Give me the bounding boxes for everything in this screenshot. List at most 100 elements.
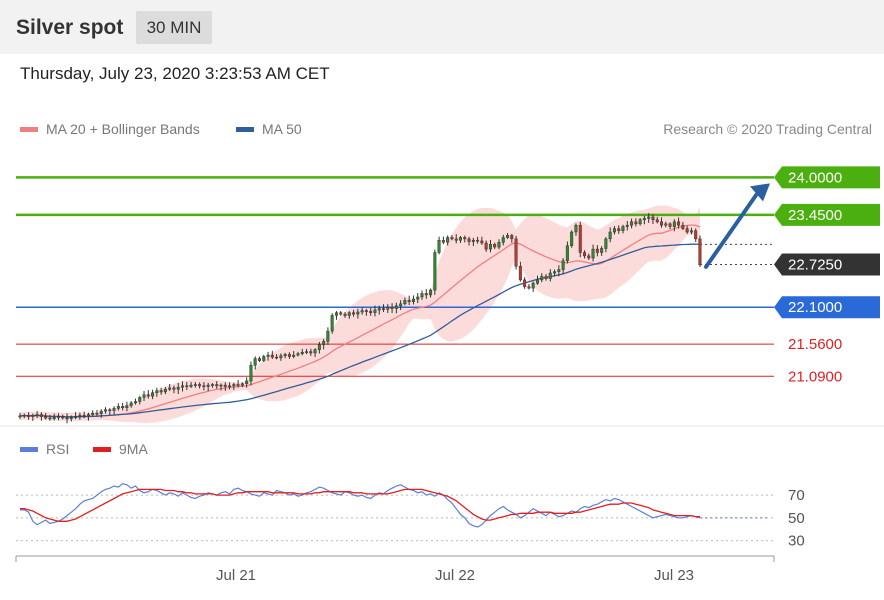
interval-badge[interactable]: 30 MIN <box>136 11 212 44</box>
candle-body <box>56 416 60 418</box>
candle-body <box>612 228 616 233</box>
candle-body <box>595 248 599 253</box>
candle-body <box>163 388 167 393</box>
candle-body <box>625 224 629 227</box>
candle-body <box>621 226 625 231</box>
candle-body <box>159 390 163 393</box>
candle-body <box>685 228 689 233</box>
ma20-swatch <box>20 126 38 132</box>
candle-body <box>630 221 634 226</box>
candle-body <box>497 242 501 248</box>
candle-body <box>488 244 492 250</box>
candle-body <box>544 276 548 279</box>
candle-body <box>574 224 578 233</box>
candle-body <box>531 283 535 289</box>
price-levels <box>16 176 774 377</box>
candle-body <box>617 228 621 231</box>
candle-body <box>677 221 681 226</box>
forecast-arrow <box>704 183 770 269</box>
legend-item-ma50: MA 50 <box>236 121 302 137</box>
candle-body <box>193 384 197 386</box>
candle-body <box>553 271 557 274</box>
candle-body <box>352 312 356 315</box>
candle-body <box>493 244 497 248</box>
candle-body <box>634 221 638 225</box>
candle-body <box>429 289 433 296</box>
candle-body <box>317 344 321 350</box>
candle-body <box>407 300 411 303</box>
legend-item-ma20: MA 20 + Bollinger Bands <box>20 121 200 137</box>
candle-body <box>330 315 334 332</box>
candle-body <box>296 353 300 356</box>
level-label-22.7250: 22.7250 <box>788 256 842 273</box>
legend-item-9ma: 9MA <box>93 441 148 457</box>
candle-body <box>116 406 120 409</box>
candle-body <box>394 305 398 309</box>
candle-body <box>48 417 52 420</box>
candle-body <box>249 365 253 382</box>
candle-body <box>386 306 390 310</box>
candle-body <box>518 265 522 281</box>
candle-body <box>309 351 313 354</box>
rsi-panel: 70 50 30 <box>16 483 805 550</box>
candle-body <box>570 231 574 246</box>
level-label-21.5600: 21.5600 <box>788 336 842 353</box>
candle-body <box>424 293 428 296</box>
candle-body <box>664 223 668 226</box>
candle-body <box>125 405 129 408</box>
candle-body <box>681 224 685 229</box>
candle-body <box>95 412 99 415</box>
candle-body <box>39 414 43 417</box>
candle-body <box>202 385 206 388</box>
candle-body <box>142 394 146 398</box>
candle-body <box>22 414 26 417</box>
candle-body <box>441 239 445 243</box>
candle-body <box>535 279 539 284</box>
candle-body <box>240 383 244 386</box>
candle-body <box>228 385 232 388</box>
candle-body <box>99 410 103 415</box>
candle-body <box>151 392 155 397</box>
candle-body <box>377 308 381 311</box>
legend-label-9ma: 9MA <box>119 441 148 457</box>
candle-body <box>262 356 266 361</box>
candle-body <box>138 397 142 402</box>
chart-header: Silver spot 30 MIN <box>0 0 884 54</box>
rsi-swatch <box>20 446 38 452</box>
candle-body <box>651 216 655 220</box>
rsi-tick-30: 30 <box>788 533 805 550</box>
candle-body <box>514 238 518 267</box>
candle-body <box>253 358 257 366</box>
candle-body <box>608 231 612 240</box>
candle-body <box>698 238 702 266</box>
candle-body <box>189 384 193 387</box>
candle-body <box>587 255 591 259</box>
candle-body <box>360 310 364 313</box>
candle-body <box>369 311 373 313</box>
rsi-tick-70: 70 <box>788 487 805 504</box>
candle-body <box>655 219 659 223</box>
candle-body <box>275 356 279 359</box>
candle-body <box>433 252 437 291</box>
candle-body <box>668 223 672 227</box>
candle-body <box>155 390 159 393</box>
candle-body <box>74 416 78 418</box>
candle-body <box>180 385 184 388</box>
candle-body <box>283 354 287 357</box>
arrow-head <box>750 183 770 202</box>
candle-body <box>390 306 394 309</box>
candle-body <box>44 416 48 419</box>
candle-body <box>292 354 296 357</box>
candle-body <box>326 330 330 342</box>
candle-body <box>339 312 343 315</box>
candle-body <box>112 408 116 411</box>
candle-body <box>176 386 180 390</box>
candle-body <box>86 414 90 417</box>
candle-body <box>583 252 587 257</box>
candle-body <box>600 248 604 253</box>
time-tick-Jul-22: Jul 22 <box>435 567 475 584</box>
legend-label-ma50: MA 50 <box>262 121 302 137</box>
candle-body <box>300 352 304 354</box>
time-tick-Jul-21: Jul 21 <box>216 567 256 584</box>
